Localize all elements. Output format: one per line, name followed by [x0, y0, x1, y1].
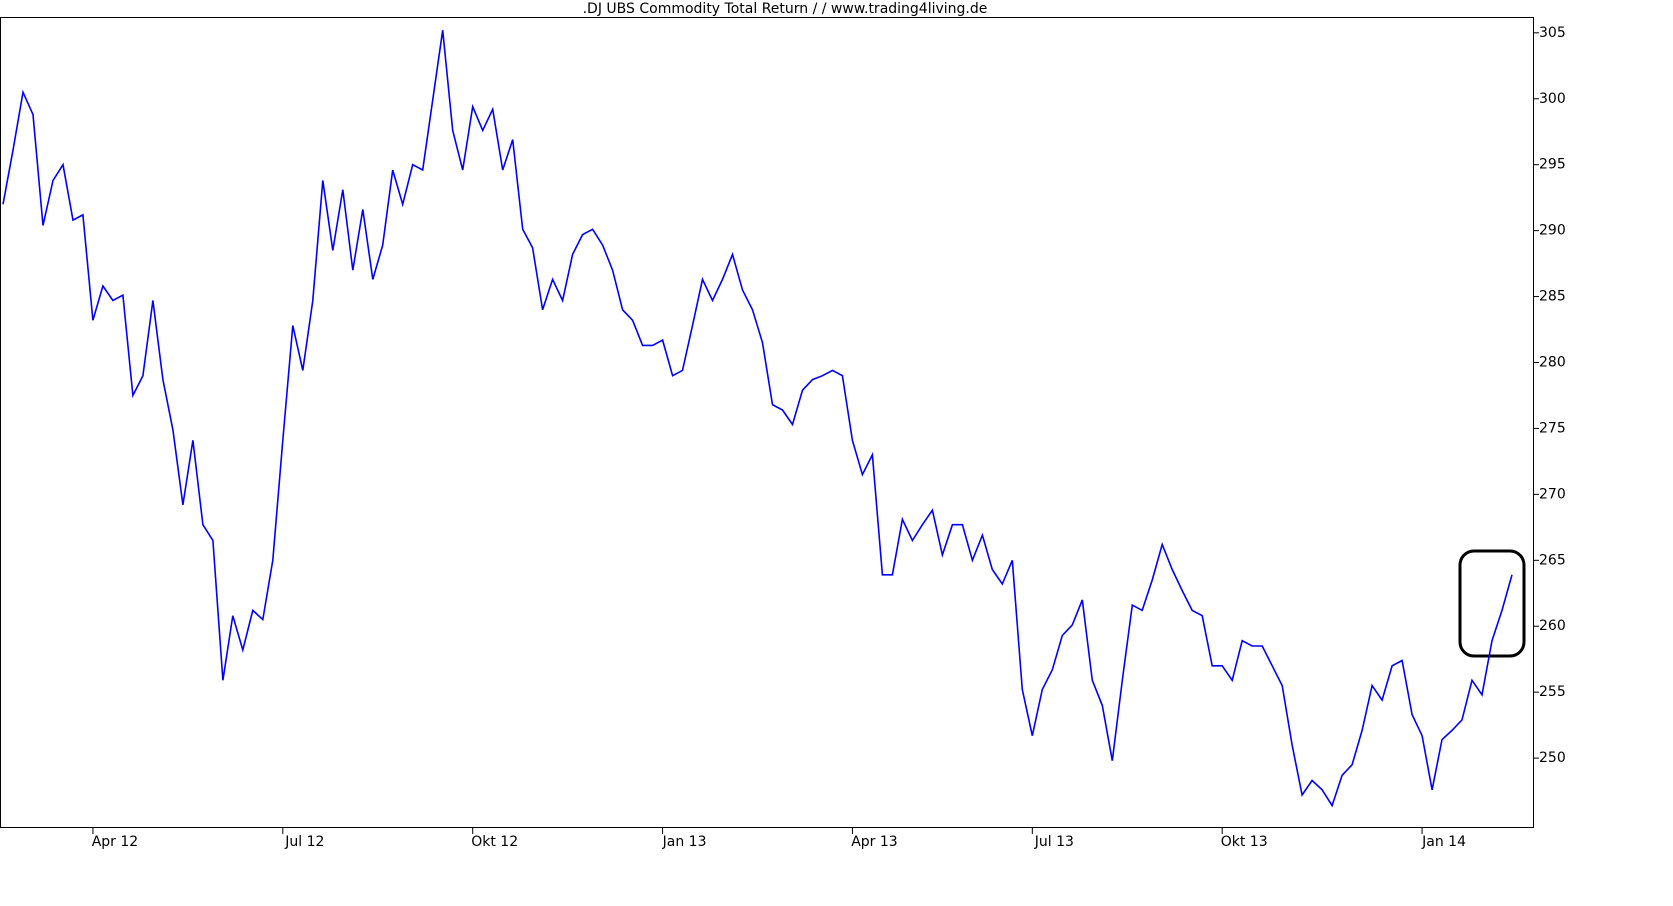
x-tick-label: Okt 13: [1221, 834, 1268, 850]
y-tick-label: 275: [1539, 420, 1566, 436]
y-tick-label: 260: [1539, 618, 1566, 634]
y-tick-label: 305: [1539, 25, 1566, 41]
x-tick-label: Okt 12: [471, 834, 518, 850]
y-tick-label: 255: [1539, 684, 1566, 700]
chart-title: .DJ UBS Commodity Total Return / / www.t…: [583, 1, 988, 17]
x-tick-label: Apr 12: [92, 834, 138, 850]
y-tick-label: 290: [1539, 223, 1566, 239]
line: [2, 30, 1513, 808]
highlight-box: [1458, 549, 1526, 658]
y-tick-label: 280: [1539, 354, 1566, 370]
y-tick-label: 265: [1539, 552, 1566, 568]
y-tick-label: 270: [1539, 486, 1566, 502]
y-tick-label: 300: [1539, 91, 1566, 107]
x-tick-label: Jul 13: [1034, 834, 1074, 850]
y-tick-label: 250: [1539, 750, 1566, 766]
x-tick-label: Jul 12: [284, 834, 324, 850]
plot-frame: [0, 17, 1534, 828]
x-tick-label: Jan 13: [662, 834, 707, 850]
x-tick-label: Jan 14: [1421, 834, 1466, 850]
x-tick-label: Apr 13: [851, 834, 897, 850]
y-tick-label: 295: [1539, 157, 1566, 173]
y-tick-label: 285: [1539, 289, 1566, 305]
